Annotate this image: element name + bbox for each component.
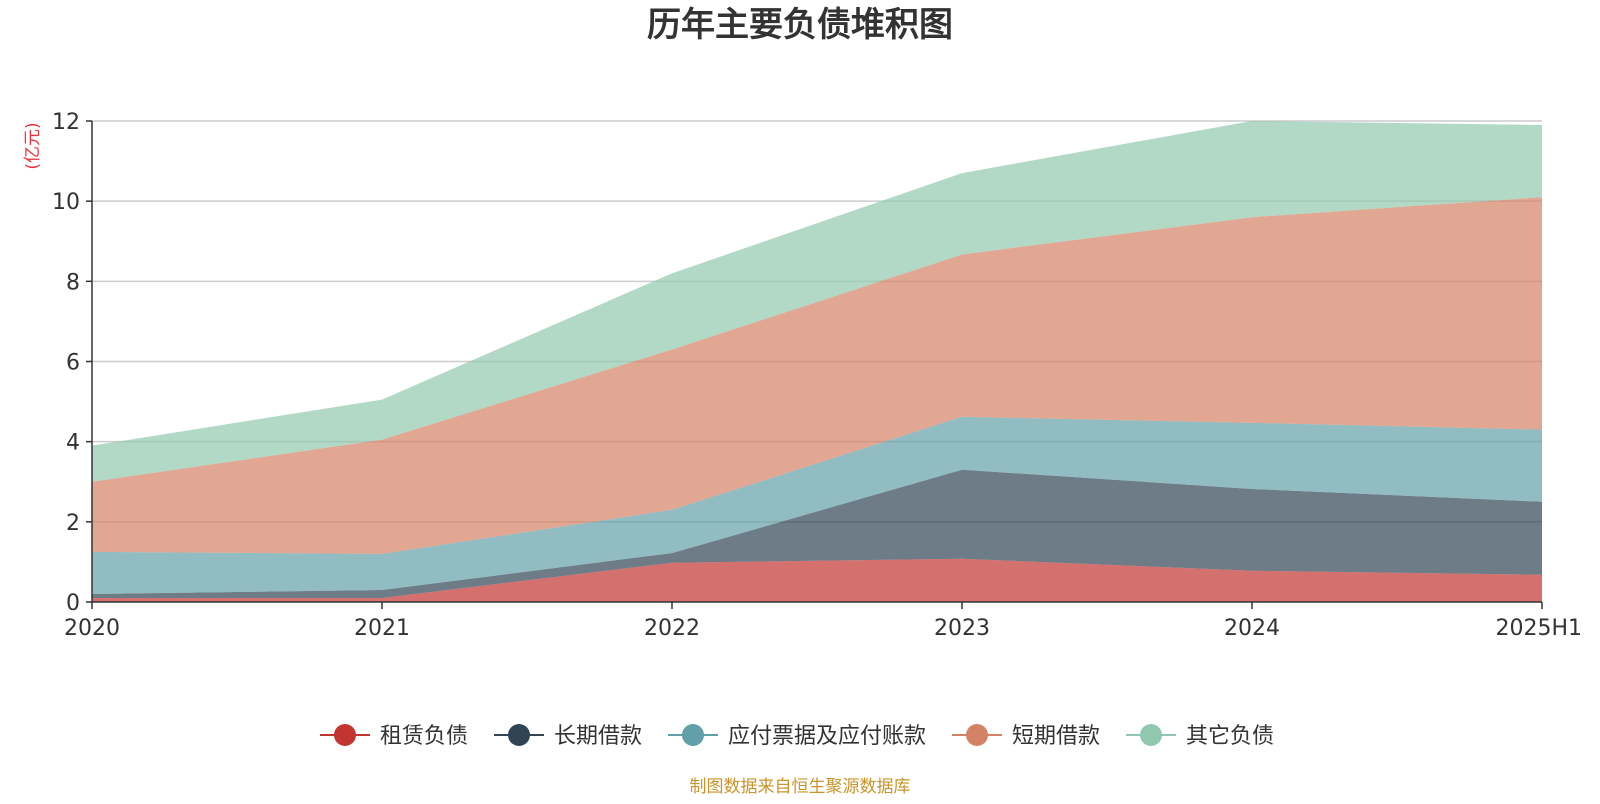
legend-label: 短期借款 [1012,724,1100,749]
x-tick-label: 2023 [934,616,990,641]
area-series-1[interactable] [92,469,1542,598]
legend-item[interactable]: 租赁负债 [320,724,468,749]
y-tick-label: 2 [66,511,80,536]
x-tick-label: 2022 [644,616,700,641]
area-series-4[interactable] [92,121,1542,482]
legend: 租赁负债 长期借款 应付票据及应付账款 短期借款 其它负债 [320,724,1274,749]
legend-swatch-dot [966,724,988,746]
area-series-0[interactable] [92,558,1542,602]
area-series-group [92,121,1542,602]
legend-swatch-dot [682,724,704,746]
legend-label: 租赁负债 [380,724,468,749]
y-tick-label: 10 [52,190,80,215]
y-tick-label: 12 [52,110,80,135]
y-axis-unit-label: (亿元) [23,122,43,169]
legend-item[interactable]: 其它负债 [1126,724,1274,749]
legend-swatch-dot [508,724,530,746]
y-tick-label: 0 [66,591,80,616]
data-source-note: 制图数据来自恒生聚源数据库 [690,777,911,797]
x-tick-label: 2024 [1224,616,1280,641]
y-tick-label: 6 [66,351,80,376]
area-series-2[interactable] [92,416,1542,594]
x-tick-label: 2020 [64,616,120,641]
area-series-3[interactable] [92,197,1542,554]
legend-label: 其它负债 [1186,724,1274,749]
legend-item[interactable]: 短期借款 [952,724,1100,749]
legend-label: 应付票据及应付账款 [728,724,926,749]
x-tick-label: 2021 [354,616,410,641]
x-tick-label: 2025H1 [1495,616,1582,641]
legend-swatch-dot [334,724,356,746]
legend-label: 长期借款 [554,724,642,749]
y-tick-label: 4 [66,431,80,456]
axes: 0 2 4 6 8 10 12 2020 2021 2022 2023 2024 2025H1 [52,110,1582,641]
legend-item[interactable]: 长期借款 [494,724,642,749]
legend-item[interactable]: 应付票据及应付账款 [668,724,926,749]
chart-title: 历年主要负债堆积图 [647,5,953,45]
y-tick-label: 8 [66,270,80,295]
legend-swatch-dot [1140,724,1162,746]
